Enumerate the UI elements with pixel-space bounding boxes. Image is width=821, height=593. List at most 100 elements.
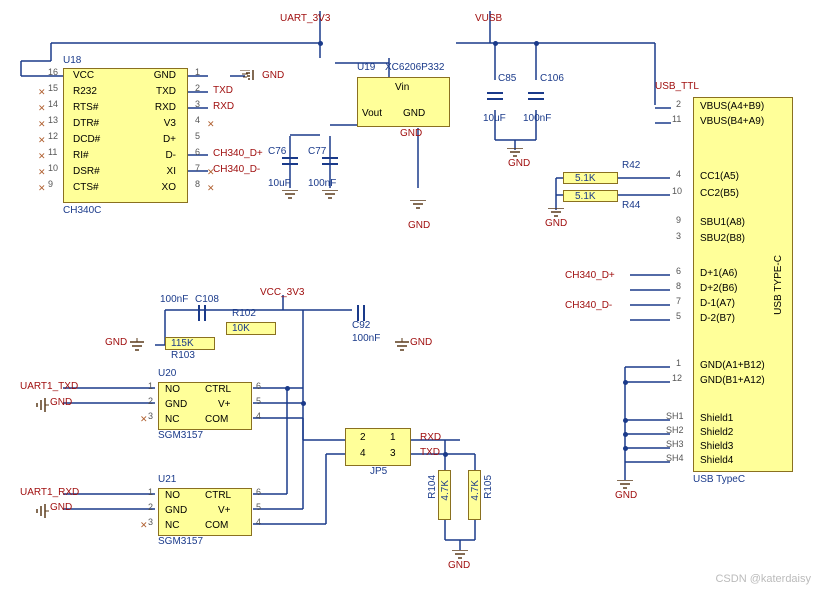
u21-6: 6 <box>256 487 261 497</box>
des-r104: R104 <box>427 475 438 499</box>
gnd-sym5 <box>507 148 523 160</box>
net-vusb: VUSB <box>475 13 502 24</box>
net-usb-ttl: USB_TTL <box>655 81 699 92</box>
u20-4: 4 <box>256 411 261 421</box>
jp5-2: 2 <box>360 432 366 443</box>
gnd-sym11 <box>35 398 49 412</box>
net-ch340dp-1: CH340_D+ <box>213 148 263 159</box>
net-uart1-txd: UART1_TXD <box>20 381 78 392</box>
net-gnd-8: GND <box>410 337 432 348</box>
x-u21-3: ✕ <box>140 520 148 531</box>
ic-jp5 <box>345 428 411 466</box>
usb-l7: D-1(A7) <box>700 298 735 309</box>
u21-com: COM <box>205 520 228 531</box>
u20-no: NO <box>165 384 180 395</box>
des-r105: R105 <box>483 475 494 499</box>
u19-gnd: GND <box>403 108 425 119</box>
des-u19: U19 <box>357 62 375 73</box>
u18-p7-n: 7 <box>195 163 200 173</box>
x-p11: ✕ <box>38 151 46 162</box>
u18-p10-lbl: DSR# <box>73 166 100 177</box>
u21-1: 1 <box>148 487 153 497</box>
usb-l4: CC1(A5) <box>700 171 739 182</box>
u18-p15-n: 15 <box>48 83 58 93</box>
usb-sh3n: SH3 <box>666 439 684 449</box>
gnd-sym8 <box>452 550 468 562</box>
jct9 <box>623 432 628 437</box>
usb-l9: SBU1(A8) <box>700 217 745 228</box>
des-c92: C92 <box>352 320 370 331</box>
u18-p1-n: 1 <box>195 67 200 77</box>
u18-p10-n: 10 <box>48 163 58 173</box>
jct6 <box>443 452 448 457</box>
des-c106: C106 <box>540 73 564 84</box>
u21-ctrl: CTRL <box>205 490 231 501</box>
u20-nc: NC <box>165 414 179 425</box>
u18-p11-n: 11 <box>48 147 57 157</box>
jct7 <box>623 380 628 385</box>
u21-2: 2 <box>148 502 153 512</box>
cap-c77 <box>322 155 338 170</box>
usb-n9: 9 <box>676 215 681 225</box>
jct3 <box>534 41 539 46</box>
usb-l3: SBU2(B8) <box>700 233 745 244</box>
usb-sh4n: SH4 <box>666 453 684 463</box>
des-c77: C77 <box>308 146 326 157</box>
usb-sh4: Shield4 <box>700 455 733 466</box>
net-ch340dm-2: CH340_D- <box>565 300 612 311</box>
val-r44: 5.1K <box>575 191 596 202</box>
u18-p9-n: 9 <box>48 179 53 189</box>
u18-p11-lbl: RI# <box>73 150 89 161</box>
val-r42: 5.1K <box>575 173 596 184</box>
x-p8: ✕ <box>207 183 215 194</box>
jct10 <box>623 446 628 451</box>
u21-5: 5 <box>256 502 261 512</box>
cap-c108 <box>196 305 208 324</box>
jct5 <box>301 401 306 406</box>
usb-l6: D+1(A6) <box>700 268 738 279</box>
u18-p2-lbl: TXD <box>156 86 176 97</box>
net-gnd-7: GND <box>105 337 127 348</box>
val-c92: 100nF <box>352 333 380 344</box>
des-usb: USB TypeC <box>693 474 745 485</box>
gnd-sym7 <box>617 480 633 492</box>
u18-p15-lbl: R232 <box>73 86 97 97</box>
usb-n5: 5 <box>676 311 681 321</box>
u18-p8-lbl: XO <box>162 182 176 193</box>
u18-p12-n: 12 <box>48 131 58 141</box>
usb-n4: 4 <box>676 169 681 179</box>
usb-l11: VBUS(B4+A9) <box>700 116 764 127</box>
des-c108: C108 <box>195 294 219 305</box>
u20-ctrl: CTRL <box>205 384 231 395</box>
u18-p13-lbl: DTR# <box>73 118 99 129</box>
u20-com: COM <box>205 414 228 425</box>
jp5-3: 3 <box>390 448 396 459</box>
u21-nc: NC <box>165 520 179 531</box>
u18-p4-lbl: V3 <box>164 118 176 129</box>
des-jp5: JP5 <box>370 466 387 477</box>
usb-n10: 10 <box>672 186 682 196</box>
u18-p5-lbl: D+ <box>163 134 176 145</box>
x-p12: ✕ <box>38 135 46 146</box>
u18-p12-lbl: DCD# <box>73 134 100 145</box>
u21-3: 3 <box>148 517 153 527</box>
usb-l8: D+2(B6) <box>700 283 738 294</box>
u18-p6-n: 6 <box>195 147 200 157</box>
u18-p6-lbl: D- <box>165 150 176 161</box>
u18-p5-n: 5 <box>195 131 200 141</box>
cap-c76 <box>282 155 298 170</box>
net-gnd-6: GND <box>408 220 430 231</box>
u21-vp: V+ <box>218 505 231 516</box>
net-gnd-u20: GND <box>50 397 72 408</box>
u18-p1-lbl: GND <box>154 70 176 81</box>
usb-n2: 2 <box>676 99 681 109</box>
usb-n3: 3 <box>676 231 681 241</box>
usb-l5: D-2(B7) <box>700 313 735 324</box>
u18-p3-lbl: RXD <box>155 102 176 113</box>
net-txd-1: TXD <box>213 85 233 96</box>
usb-l1: GND(A1+B12) <box>700 360 765 371</box>
jct4 <box>285 386 290 391</box>
des-u18: U18 <box>63 55 81 66</box>
jp5-4: 4 <box>360 448 366 459</box>
u18-p3-n: 3 <box>195 99 200 109</box>
